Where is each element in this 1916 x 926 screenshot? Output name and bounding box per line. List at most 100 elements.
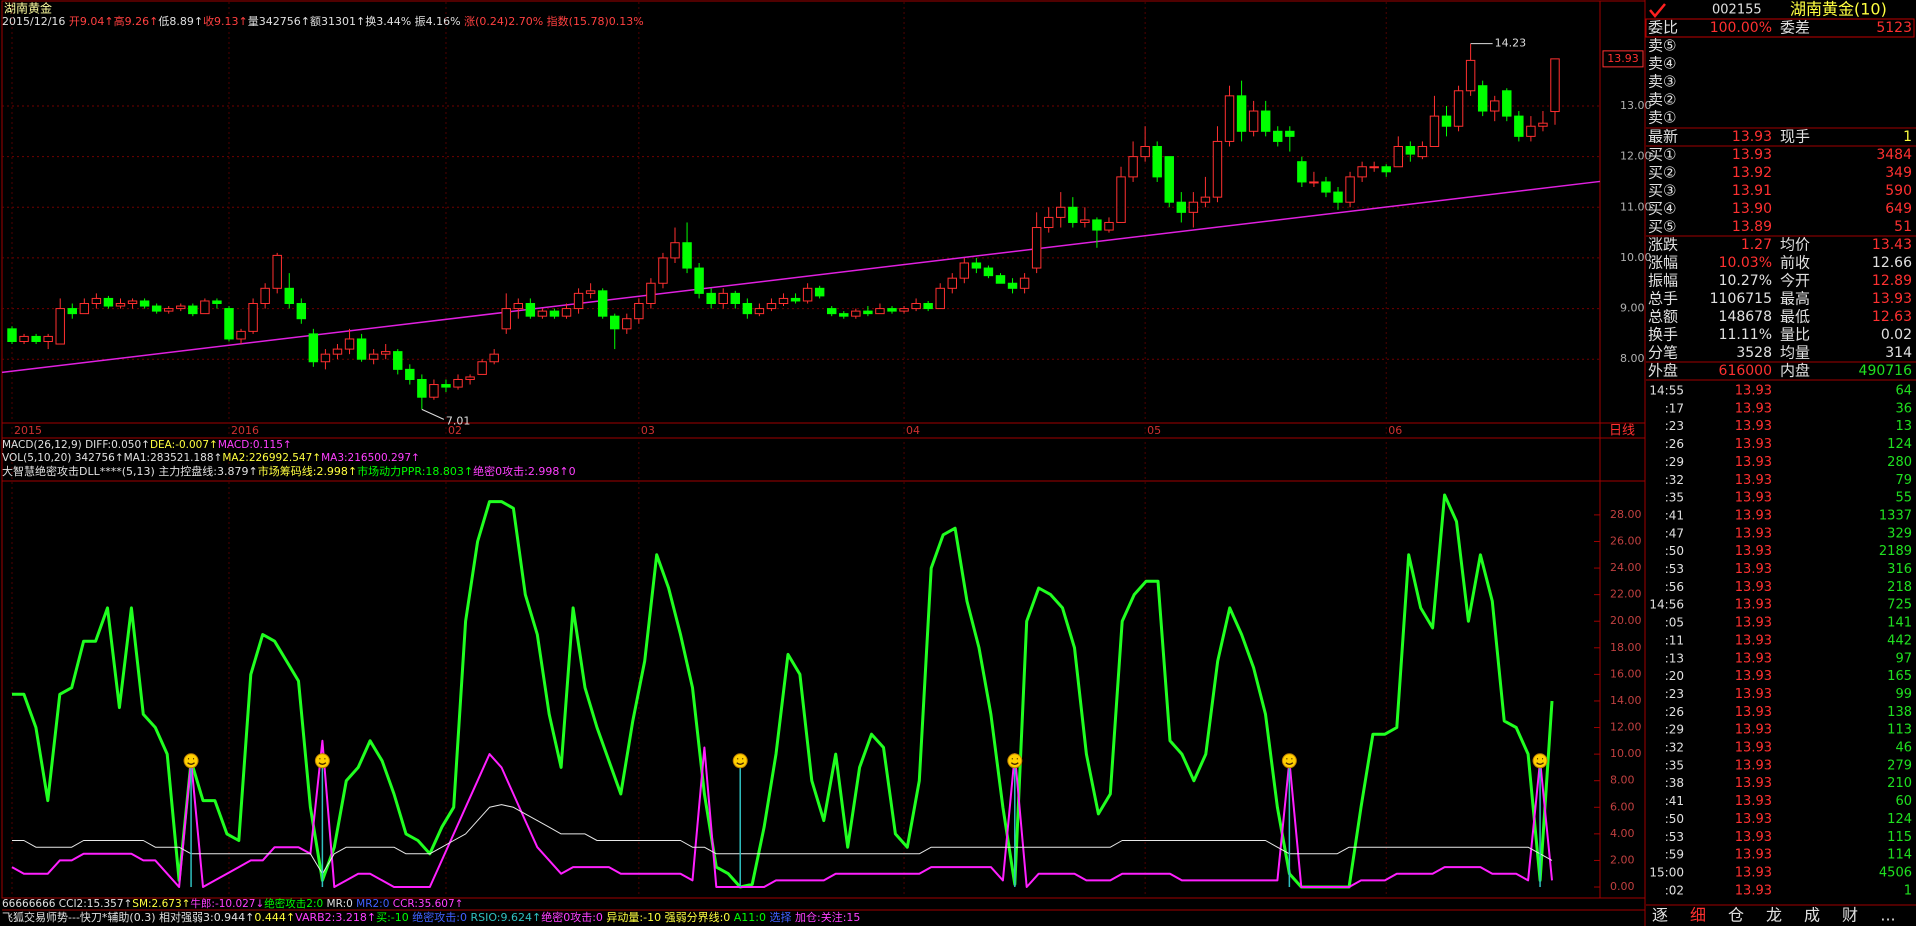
label: 均量	[1780, 344, 1810, 362]
check-icon	[1649, 3, 1666, 18]
value: 1	[1903, 129, 1912, 145]
tab[interactable]: 龙	[1766, 906, 1782, 925]
tick-price: 13.93	[1735, 687, 1772, 702]
tick-time: :59	[1665, 848, 1684, 862]
candle-body	[1260, 110, 1271, 132]
buy-label: 买①	[1648, 146, 1676, 164]
tab[interactable]: 财	[1842, 906, 1858, 925]
tick-price: 13.93	[1735, 491, 1772, 506]
tab[interactable]: 成	[1804, 906, 1820, 925]
tick-volume: 210	[1887, 776, 1912, 791]
y-tick-label: 22.00	[1610, 588, 1642, 601]
sell-label: 卖④	[1648, 55, 1676, 73]
tick-time: :02	[1665, 883, 1684, 897]
segment: 选择	[770, 910, 796, 924]
tick-time: :53	[1665, 562, 1684, 576]
segment: MACD(26,12,9)	[2, 439, 85, 451]
segment: MA1:283521.188↑	[124, 452, 223, 464]
candle-body	[573, 292, 584, 310]
candle-body	[1526, 125, 1536, 137]
segment: MACD:0.115↑	[218, 439, 292, 451]
buy-volume: 349	[1885, 165, 1912, 181]
candle-body	[1333, 191, 1343, 203]
candle-body	[935, 287, 945, 310]
y-tick-label: 8.00	[1620, 352, 1645, 365]
tab[interactable]: ...	[1880, 906, 1895, 925]
candle-body	[1369, 166, 1379, 169]
candle-body	[1164, 156, 1174, 203]
candle-body	[1236, 95, 1247, 132]
tick-volume: 115	[1887, 830, 1912, 845]
y-tick-label: 14.00	[1610, 694, 1642, 707]
label: 最新	[1648, 128, 1678, 146]
candle-body	[971, 262, 982, 269]
tick-volume: 55	[1895, 491, 1912, 506]
candle-body	[465, 376, 475, 380]
segment: CCI2:15.357↑	[59, 898, 133, 910]
tick-volume: 138	[1887, 705, 1912, 720]
tick-price: 13.93	[1735, 883, 1772, 898]
sell-label: 卖⑤	[1648, 37, 1676, 55]
tick-time: :11	[1665, 633, 1684, 647]
y-tick-label: 20.00	[1610, 614, 1642, 627]
candle-body	[272, 254, 282, 289]
candle-body	[1080, 219, 1090, 223]
segment: 振4.16%	[415, 14, 464, 28]
segment: DIFF:0.050↑	[85, 439, 150, 451]
candle-body	[1345, 176, 1355, 203]
value: 13.93	[1872, 291, 1912, 307]
y-tick-label: 0.00	[1610, 880, 1635, 893]
candle-body	[646, 282, 656, 305]
tick-time: 14:56	[1649, 598, 1684, 612]
segment: 强弱分界线:0	[665, 910, 734, 924]
value: 13.93	[1732, 129, 1772, 145]
candle-body	[429, 384, 439, 398]
stock-name: 湖南黄金(10)	[1790, 0, 1887, 19]
segment: 66666666	[2, 898, 59, 910]
candle-body	[790, 297, 801, 302]
y-tick-label: 28.00	[1610, 508, 1642, 521]
tick-volume: 141	[1887, 616, 1912, 631]
candle-body	[995, 275, 1006, 284]
tick-time: :20	[1665, 669, 1684, 683]
y-tick-label: 24.00	[1610, 561, 1642, 574]
y-tick-label: 18.00	[1610, 641, 1642, 654]
candle-body	[224, 308, 234, 340]
tick-price: 13.93	[1735, 598, 1772, 613]
label: 委比	[1648, 19, 1678, 37]
segment: 绝密0攻击:2.998↑	[473, 464, 568, 478]
candle-body	[1477, 85, 1488, 112]
candle-body	[1429, 115, 1440, 147]
tab[interactable]: 仓	[1728, 906, 1744, 925]
segment: 低8.89↑	[158, 15, 203, 28]
tick-time: :23	[1665, 687, 1684, 701]
label: 现手	[1780, 128, 1810, 146]
value: 12.63	[1872, 309, 1912, 325]
segment: RSIO:9.624↑	[470, 911, 541, 924]
tick-volume: 280	[1887, 455, 1912, 470]
y-tick-label: 11.00	[1620, 200, 1652, 213]
segment: 市场筹码线:2.998↑	[258, 464, 357, 478]
segment: 加仓:关注:15	[795, 910, 860, 924]
candle-body	[1031, 227, 1042, 269]
tick-price: 13.93	[1735, 473, 1772, 488]
tab[interactable]: 逐	[1652, 906, 1668, 925]
tick-time: 14:55	[1649, 384, 1684, 398]
segment: 开9.04↑	[65, 15, 113, 28]
candle-body	[754, 308, 765, 315]
tick-price: 13.93	[1735, 419, 1772, 434]
tab[interactable]: 细	[1690, 906, 1706, 925]
stock-code: 002155	[1712, 3, 1762, 18]
segment: 牛郎:-10.027↓	[190, 897, 264, 910]
indicator-line	[12, 493, 1554, 889]
candle-body	[417, 378, 427, 398]
tick-time: :05	[1665, 616, 1684, 630]
tick-volume: 64	[1895, 384, 1912, 399]
tick-time: :35	[1665, 491, 1684, 505]
segment: MR:0	[327, 898, 357, 910]
x-tick-label: 2016	[231, 424, 259, 437]
candle-body	[802, 287, 813, 302]
candle-body	[296, 303, 307, 320]
period-label[interactable]: 日线	[1609, 424, 1635, 439]
